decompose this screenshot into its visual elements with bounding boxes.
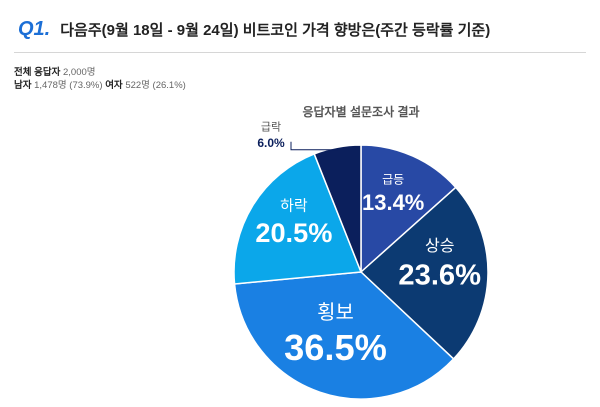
label: 전체 응답자 <box>14 67 61 78</box>
pie-slice <box>313 144 362 273</box>
slice-label: 하락 <box>280 197 308 214</box>
pie-slice <box>360 144 457 274</box>
value-label: 6.0% <box>257 136 285 150</box>
label: 여자 <box>105 80 123 91</box>
value-label: 20.5% <box>255 217 332 248</box>
value: 522명 (26.1%) <box>125 80 186 91</box>
slice-label: 급등 <box>382 173 404 187</box>
value: 1,478명 (73.9%) <box>34 80 103 91</box>
value: 2,000명 <box>62 67 96 78</box>
label: 남자 <box>14 80 32 91</box>
value-label: 13.4% <box>362 190 424 215</box>
value-label: 23.6% <box>398 260 481 292</box>
slice-label: 상승 <box>425 237 454 255</box>
pie-slice <box>233 271 455 400</box>
slice-label: 급락 <box>261 121 281 134</box>
leader-line <box>290 141 338 151</box>
pie-slice <box>359 186 489 360</box>
chart-title: 응답자별 설문조사 결과 <box>302 104 419 119</box>
slice-label: 횡보 <box>317 301 354 324</box>
pie-slice <box>233 152 363 285</box>
question-title: 다음주(9월 18일 - 9월 24일) 비트코인 가격 향방은(주간 등락률 … <box>60 22 491 39</box>
respondents: 전체 응답자 2,000명 남자 1,478명 (73.9%) 여자 522명 … <box>14 66 186 92</box>
header: Q1. 다음주(9월 18일 - 9월 24일) 비트코인 가격 향방은(주간 … <box>18 18 490 41</box>
question-number: Q1. <box>18 18 51 40</box>
divider <box>14 52 586 53</box>
value-label: 36.5% <box>284 327 387 368</box>
